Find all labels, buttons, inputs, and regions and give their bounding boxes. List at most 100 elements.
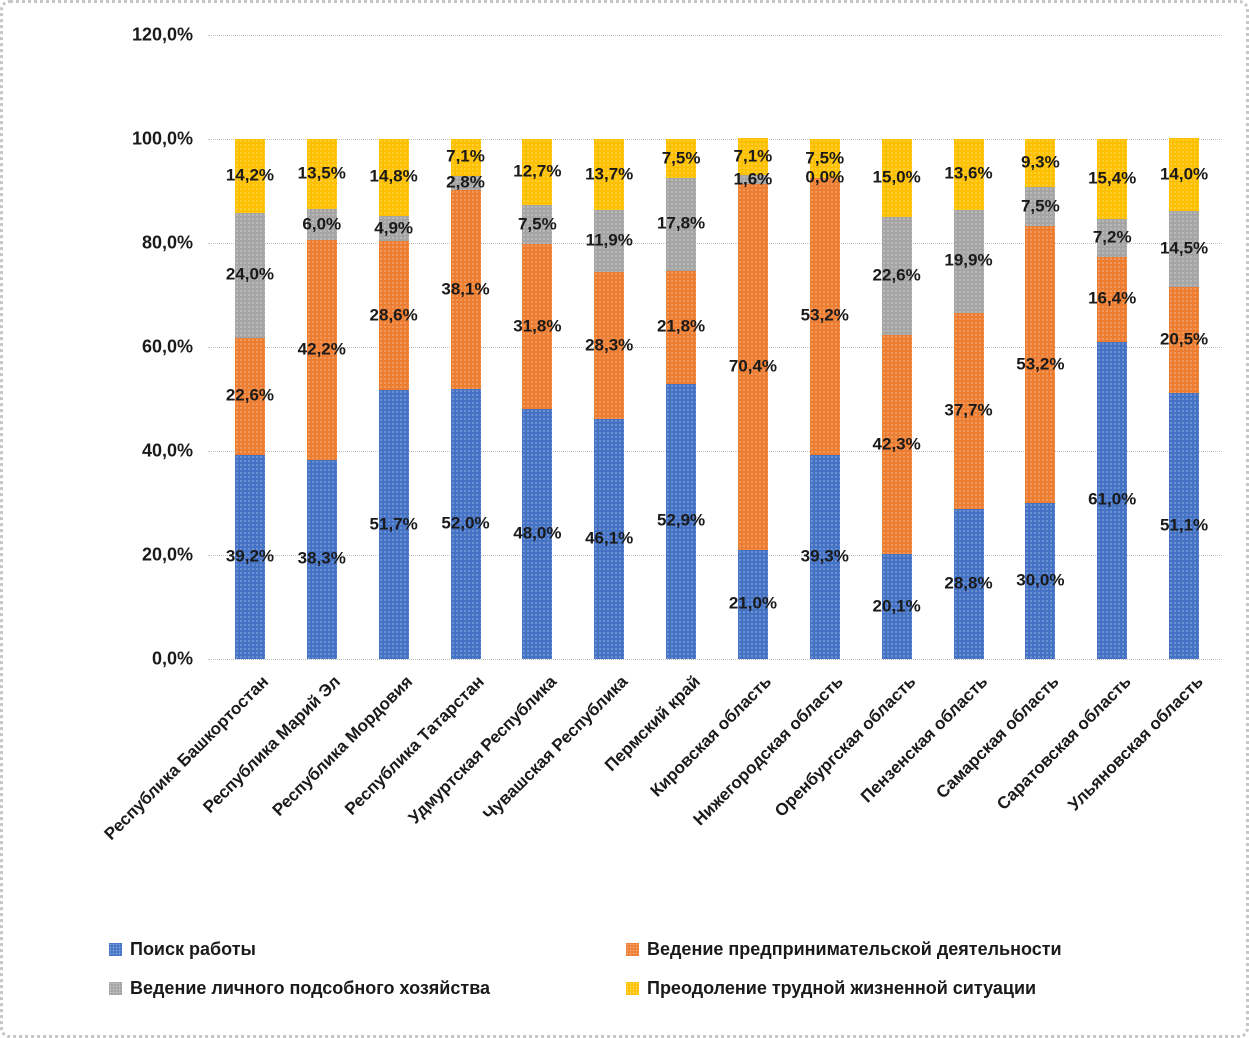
y-axis-tick-label: 120,0% bbox=[131, 24, 193, 45]
bar-segment-series2 bbox=[953, 209, 984, 314]
data-label: 70,4% bbox=[728, 356, 778, 376]
bar-segment-series2 bbox=[234, 212, 265, 338]
bar-segment-series2 bbox=[306, 209, 337, 241]
legend: Поиск работы Ведение предпринимательской … bbox=[109, 939, 1143, 999]
data-label: 6,0% bbox=[302, 214, 342, 234]
x-axis-category-label: Нижегородская область bbox=[689, 672, 848, 830]
data-label: 22,6% bbox=[872, 265, 921, 285]
data-label: 52,9% bbox=[656, 511, 706, 531]
x-axis-category-label: Удмуртская Республика bbox=[404, 672, 560, 828]
data-label: 39,3% bbox=[800, 546, 849, 566]
bar-segment-series1 bbox=[953, 313, 984, 510]
x-axis-category-label: Кировская область bbox=[646, 672, 776, 801]
legend-label: Ведение личного подсобного хозяйства bbox=[130, 978, 491, 998]
legend-item-series0: Поиск работы bbox=[109, 939, 626, 960]
legend-swatch-icon bbox=[109, 943, 122, 956]
data-label: 38,3% bbox=[297, 549, 346, 569]
bar-segment-series3 bbox=[881, 139, 912, 217]
data-label: 19,9% bbox=[944, 251, 993, 271]
bar-segment-series0 bbox=[881, 554, 912, 659]
data-label: 24,0% bbox=[225, 264, 275, 284]
data-label: 20,5% bbox=[1159, 329, 1209, 349]
bar-segment-series0 bbox=[306, 459, 337, 659]
x-axis-category-label: Ульяновская область bbox=[1064, 672, 1207, 815]
legend-swatch-icon bbox=[109, 982, 122, 995]
bar-segment-series3 bbox=[1025, 139, 1056, 188]
bar-segment-series3 bbox=[1169, 138, 1200, 212]
gridline bbox=[208, 555, 1222, 556]
bar-segment-series2 bbox=[594, 210, 625, 273]
x-axis-category-label: Саратовская область bbox=[993, 672, 1135, 814]
data-label: 42,3% bbox=[872, 434, 921, 454]
x-axis-category-label: Оренбургская область bbox=[770, 672, 920, 821]
data-label: 31,8% bbox=[513, 316, 562, 336]
bar-segment-series0 bbox=[450, 388, 481, 659]
x-axis-category-label: Чувашская Республика bbox=[479, 672, 632, 824]
y-axis-tick-label: 100,0% bbox=[131, 128, 193, 149]
data-label: 15,0% bbox=[872, 167, 921, 187]
data-label: 16,4% bbox=[1088, 288, 1137, 308]
bar-segment-series0 bbox=[1169, 393, 1200, 659]
data-label: 7,1% bbox=[446, 147, 485, 167]
bar-segment-series1 bbox=[1097, 256, 1128, 342]
bar-segment-series2 bbox=[737, 175, 768, 184]
y-axis-tick-label: 40,0% bbox=[141, 440, 193, 461]
data-label: 7,5% bbox=[1020, 196, 1060, 216]
data-label: 7,5% bbox=[661, 148, 701, 168]
bar-segment-series2 bbox=[1025, 187, 1056, 227]
bar-segment-series3 bbox=[809, 139, 840, 178]
data-label: 14,0% bbox=[1159, 164, 1209, 184]
bar-segment-series0 bbox=[1097, 341, 1128, 659]
bar-segment-series2 bbox=[1097, 219, 1128, 257]
y-axis-tick-label: 0,0% bbox=[151, 648, 193, 669]
data-label: 14,5% bbox=[1159, 238, 1209, 258]
data-label: 12,7% bbox=[513, 161, 562, 181]
bar-segment-series0 bbox=[594, 419, 625, 659]
legend-label: Поиск работы bbox=[130, 939, 256, 959]
bar-segment-series3 bbox=[953, 139, 984, 210]
y-axis-tick-label: 80,0% bbox=[141, 232, 193, 253]
bar-segment-series1 bbox=[234, 337, 265, 456]
bar-segment-series0 bbox=[809, 454, 840, 659]
data-label: 20,1% bbox=[872, 596, 921, 616]
bar-segment-series3 bbox=[522, 139, 553, 206]
legend-item-series3: Преодоление трудной жизненной ситуации bbox=[626, 978, 1143, 999]
bar-segment-series0 bbox=[522, 409, 553, 659]
x-axis-category-label: Республика Татарстан bbox=[341, 672, 488, 819]
bar-segment-series0 bbox=[666, 383, 697, 659]
data-label: 7,5% bbox=[805, 148, 845, 168]
bar-segment-series1 bbox=[666, 270, 697, 384]
bar-segment-series3 bbox=[1097, 139, 1128, 220]
bar-segment-series2 bbox=[450, 175, 481, 191]
legend-swatch-icon bbox=[626, 943, 639, 956]
gridline bbox=[208, 243, 1222, 244]
data-label: 9,3% bbox=[1020, 152, 1060, 172]
bar-segment-series1 bbox=[594, 272, 625, 420]
data-label: 15,4% bbox=[1088, 168, 1137, 188]
legend-item-series2: Ведение личного подсобного хозяйства bbox=[109, 978, 626, 999]
bar-segment-series1 bbox=[737, 183, 768, 550]
data-label: 7,5% bbox=[517, 214, 557, 234]
bar-segment-series2 bbox=[881, 217, 912, 335]
data-label: 13,5% bbox=[297, 163, 346, 183]
data-label: 53,2% bbox=[1016, 354, 1065, 374]
data-label: 39,2% bbox=[225, 546, 275, 566]
bar-segment-series1 bbox=[881, 334, 912, 555]
data-label: 13,6% bbox=[944, 164, 993, 184]
data-label: 37,7% bbox=[944, 400, 993, 420]
bar-segment-series2 bbox=[522, 205, 553, 245]
gridline bbox=[208, 659, 1222, 660]
legend-label: Ведение предпринимательской деятельности bbox=[647, 939, 1062, 959]
data-label: 30,0% bbox=[1016, 570, 1065, 590]
data-label: 46,1% bbox=[585, 528, 634, 548]
bar-segment-series3 bbox=[666, 139, 697, 178]
legend-swatch-icon bbox=[626, 982, 639, 995]
data-label: 53,2% bbox=[800, 305, 849, 325]
x-axis-category-label: Республика Марий Эл bbox=[199, 672, 345, 817]
data-label: 2,8% bbox=[446, 172, 485, 192]
legend-item-series1: Ведение предпринимательской деятельности bbox=[626, 939, 1143, 960]
bar-segment-series2 bbox=[1169, 211, 1200, 287]
bar-segment-series0 bbox=[234, 455, 265, 659]
data-label: 21,0% bbox=[728, 594, 778, 614]
data-label: 61,0% bbox=[1088, 490, 1137, 510]
